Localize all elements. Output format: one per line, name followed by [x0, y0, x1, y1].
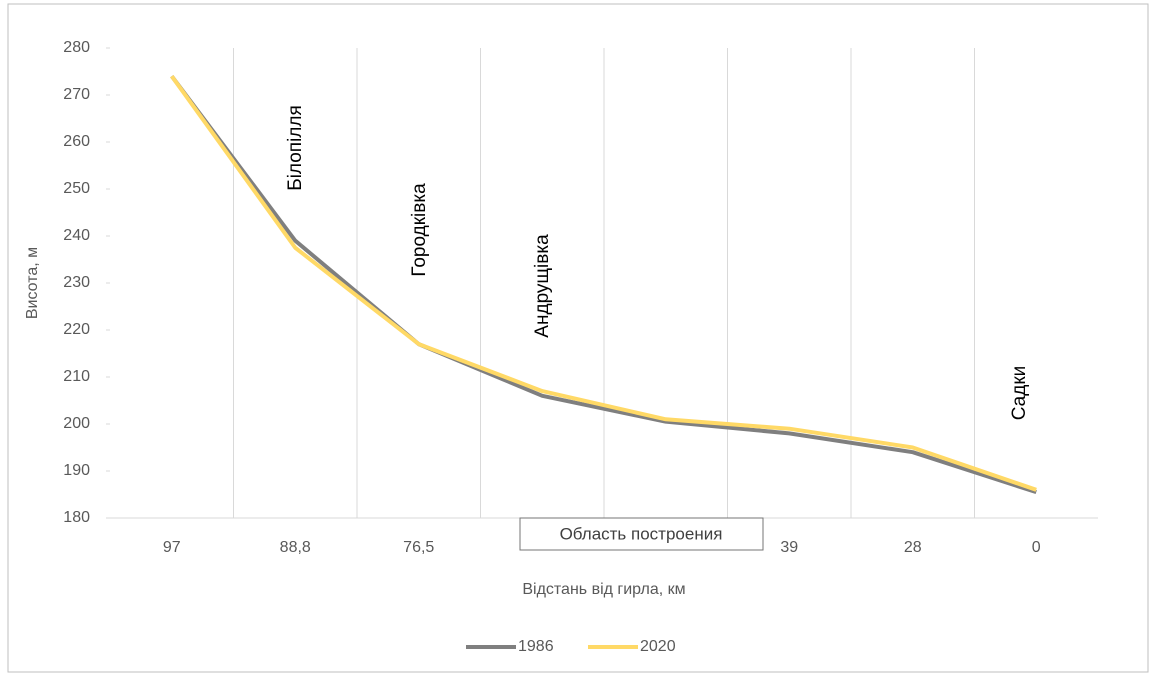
annotation: Городківка — [409, 183, 430, 277]
x-axis-title: Відстань від гирла, км — [522, 581, 685, 598]
x-tick-label: 39 — [780, 539, 798, 556]
tooltip-text: Область построения — [560, 524, 723, 543]
y-tick-label: 210 — [63, 368, 90, 385]
y-tick-label: 250 — [63, 180, 90, 197]
y-axis-title: Висота, м — [24, 247, 41, 319]
tooltip-box — [519, 517, 764, 551]
y-tick-label: 190 — [63, 462, 90, 479]
annotation: Садки — [1009, 366, 1030, 421]
chart-frame — [7, 3, 1149, 673]
y-tick-label: 220 — [63, 321, 90, 338]
y-tick-label: 180 — [63, 509, 90, 526]
annotation: Андрущівка — [532, 234, 553, 338]
legend-label: 1986 — [518, 638, 554, 655]
y-tick-label: 270 — [63, 86, 90, 103]
x-tick-label: 88,8 — [280, 539, 311, 556]
x-tick-label: 76,5 — [403, 539, 434, 556]
series-line — [170, 75, 1037, 492]
y-tick-label: 230 — [63, 274, 90, 291]
y-tick-label: 280 — [63, 39, 90, 56]
x-tick-label: 28 — [904, 539, 922, 556]
y-tick-label: 260 — [63, 133, 90, 150]
series-line — [170, 74, 1037, 495]
x-tick-label: 0 — [1032, 539, 1041, 556]
x-tick-label: 97 — [163, 539, 181, 556]
legend-label: 2020 — [640, 638, 676, 655]
y-tick-label: 200 — [63, 415, 90, 432]
y-tick-label: 240 — [63, 227, 90, 244]
annotation: Білопілля — [285, 105, 306, 191]
